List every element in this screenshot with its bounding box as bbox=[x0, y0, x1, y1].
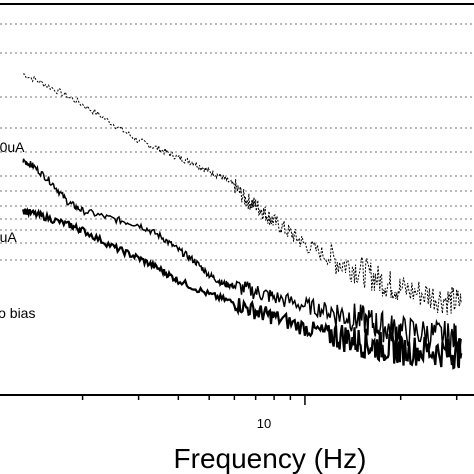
x-axis-title: Frequency (Hz) bbox=[174, 443, 367, 474]
label-no-bias: No bias bbox=[0, 305, 35, 321]
series-line-no-bias bbox=[22, 207, 463, 370]
series-line-50ua bbox=[22, 158, 462, 354]
series-labels: 100uA 50uA No bias bbox=[0, 139, 35, 321]
gridlines bbox=[0, 23, 474, 261]
label-100uA: 100uA bbox=[0, 139, 25, 155]
label-50uA: 50uA bbox=[0, 229, 17, 245]
series-line-100ua bbox=[23, 73, 462, 315]
x-axis-ticks bbox=[81, 395, 458, 405]
series-lines bbox=[22, 73, 463, 370]
x-tick-label-10: 10 bbox=[257, 416, 271, 431]
